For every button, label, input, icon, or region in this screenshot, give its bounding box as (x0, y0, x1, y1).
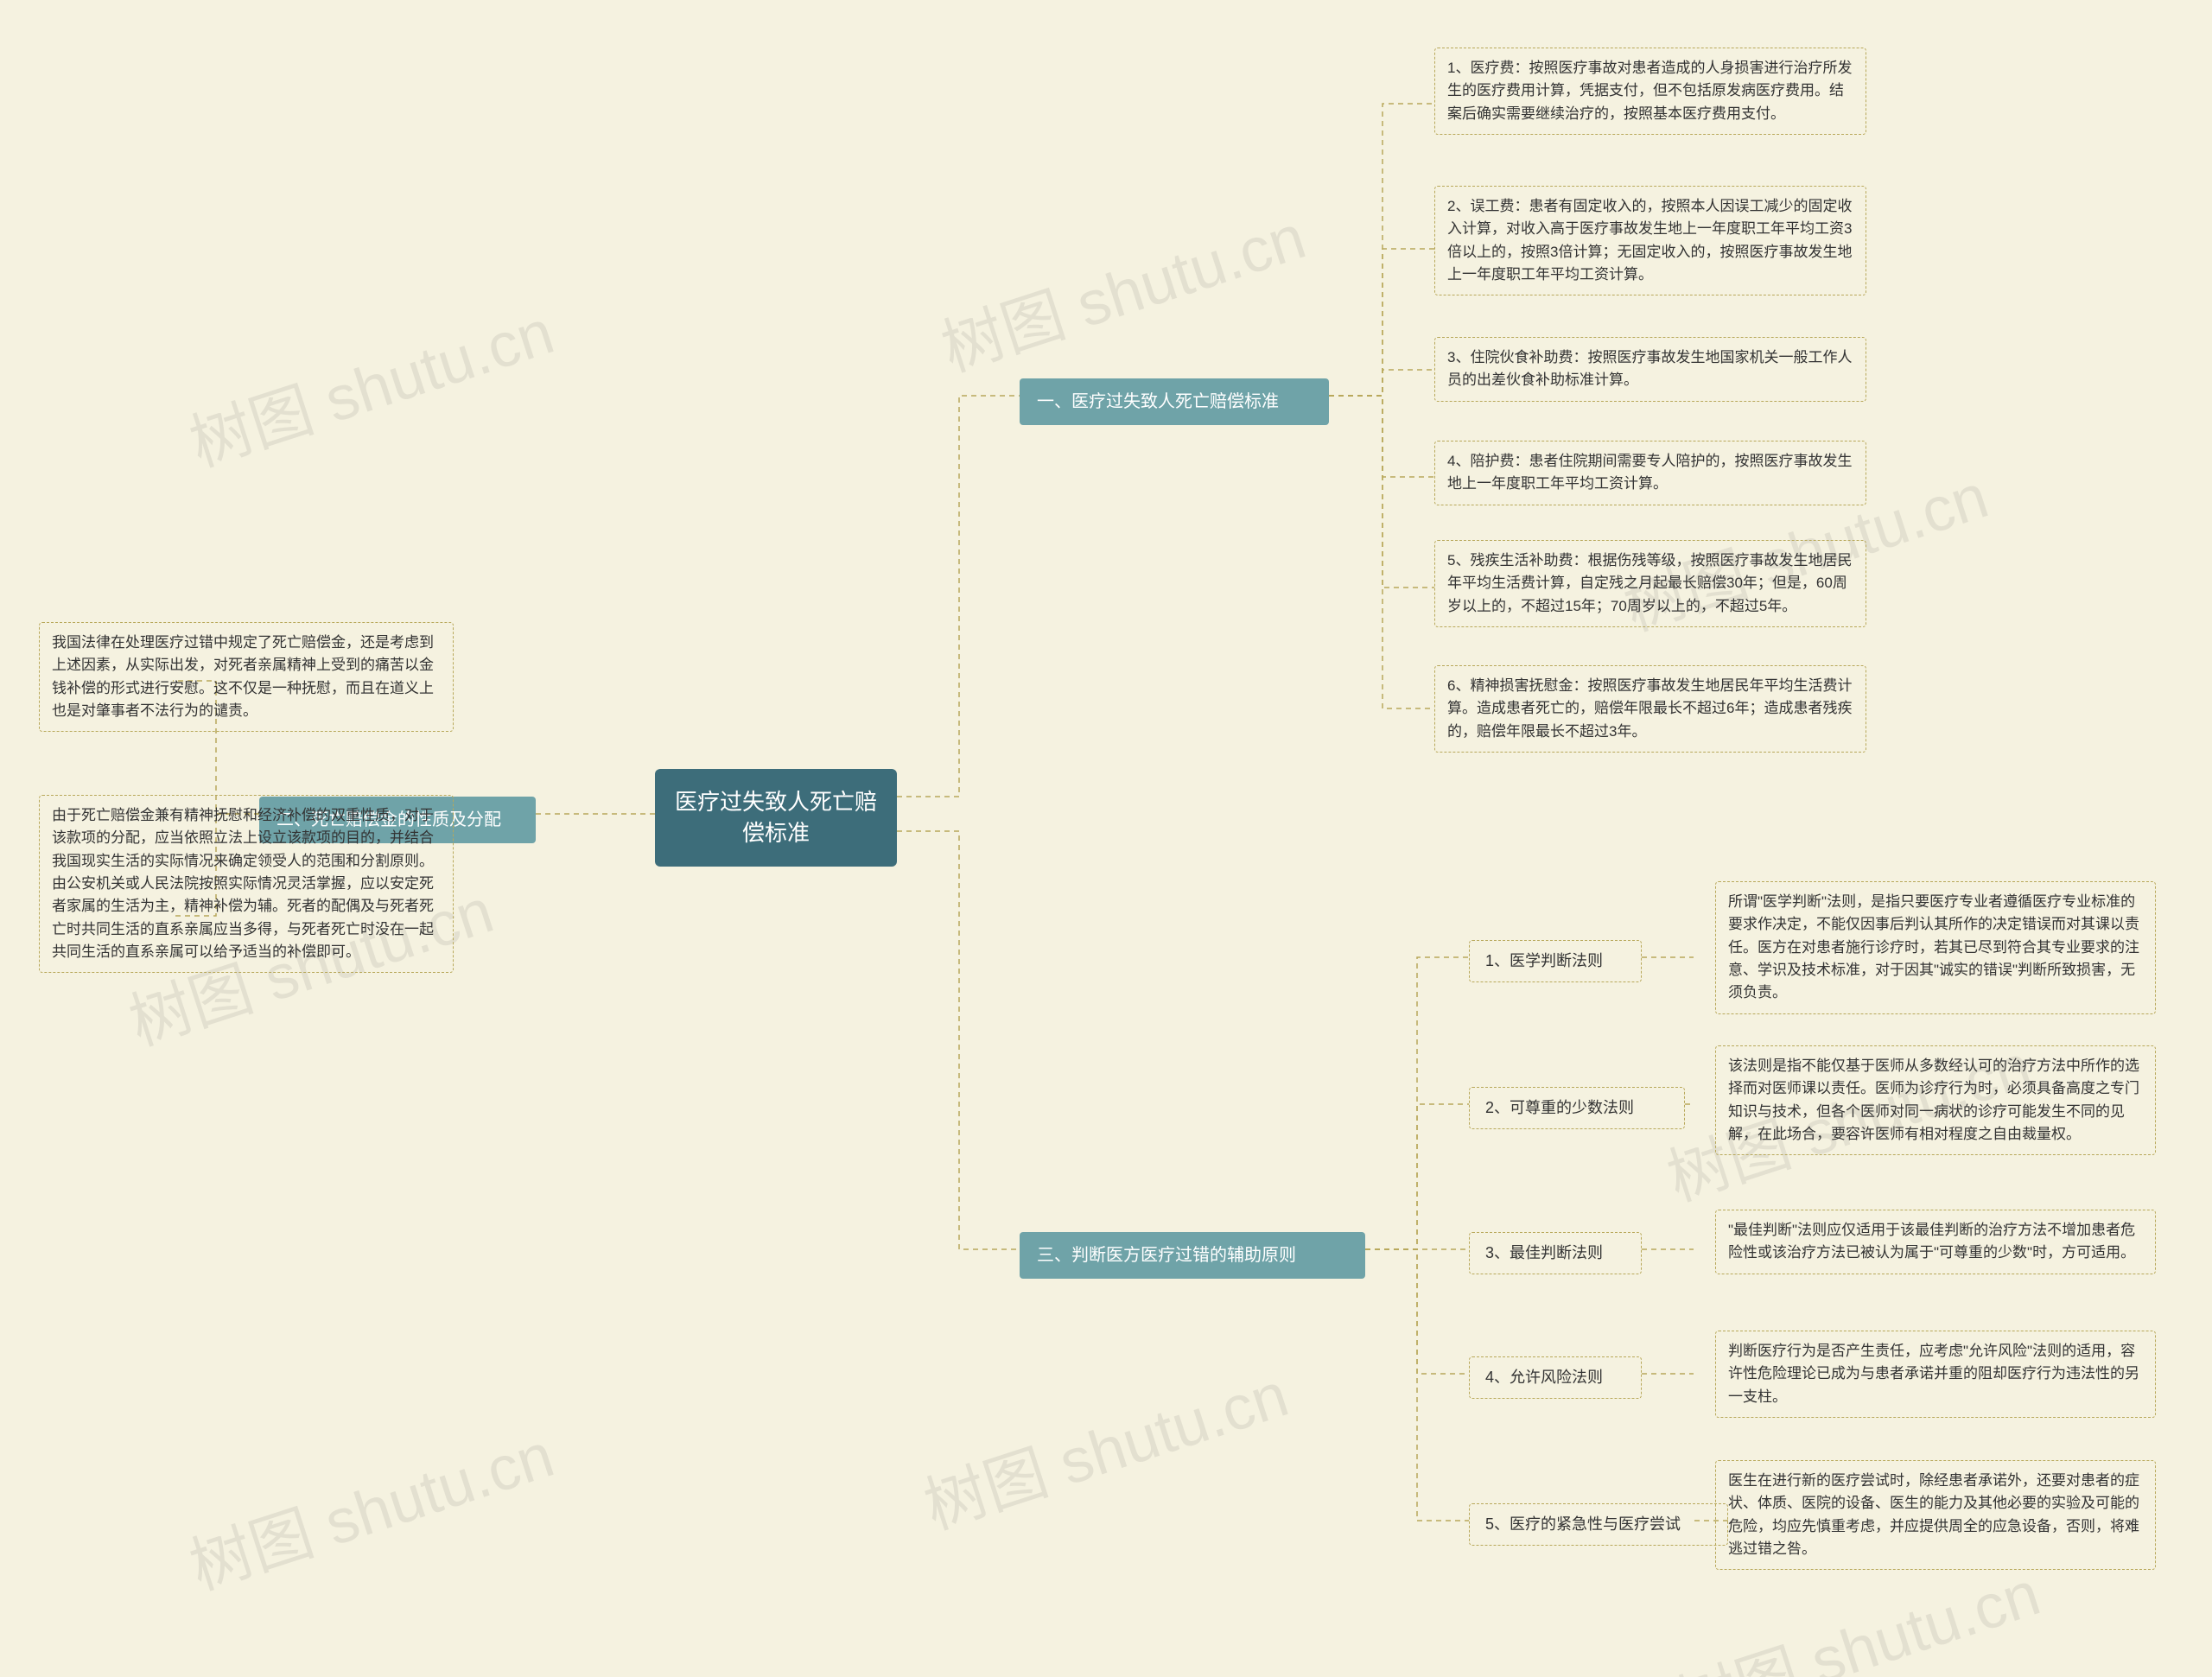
section1-item3[interactable]: 3、住院伙食补助费：按照医疗事故发生地国家机关一般工作人员的出差伙食补助标准计算… (1434, 337, 1866, 402)
section3-sub4-label[interactable]: 4、允许风险法则 (1469, 1356, 1642, 1399)
section1-item5[interactable]: 5、残疾生活补助费：根据伤残等级，按照医疗事故发生地居民年平均生活费计算，自定残… (1434, 540, 1866, 627)
mindmap-canvas: 树图 shutu.cn 树图 shutu.cn 树图 shutu.cn 树图 s… (0, 0, 2212, 1677)
watermark: 树图 shutu.cn (928, 186, 1314, 389)
watermark: 树图 shutu.cn (911, 1344, 1297, 1547)
section1-item4[interactable]: 4、陪护费：患者住院期间需要专人陪护的，按照医疗事故发生地上一年度职工年平均工资… (1434, 441, 1866, 505)
center-node[interactable]: 医疗过失致人死亡赔偿标准 (655, 769, 897, 867)
section3-sub3-text[interactable]: "最佳判断"法则应仅适用于该最佳判断的治疗方法不增加患者危险性或该治疗方法已被认… (1715, 1210, 2156, 1274)
section3-sub1-label[interactable]: 1、医学判断法则 (1469, 940, 1642, 982)
section1-item1[interactable]: 1、医疗费：按照医疗事故对患者造成的人身损害进行治疗所发生的医疗费用计算，凭据支… (1434, 48, 1866, 135)
watermark: 树图 shutu.cn (176, 281, 563, 484)
watermark: 树图 shutu.cn (176, 1404, 563, 1607)
section3-node[interactable]: 三、判断医方医疗过错的辅助原则 (1020, 1232, 1365, 1279)
section1-item6[interactable]: 6、精神损害抚慰金：按照医疗事故发生地居民年平均生活费计算。造成患者死亡的，赔偿… (1434, 665, 1866, 753)
section3-sub2-label[interactable]: 2、可尊重的少数法则 (1469, 1087, 1685, 1129)
section2-item1[interactable]: 我国法律在处理医疗过错中规定了死亡赔偿金，还是考虑到上述因素，从实际出发，对死者… (39, 622, 454, 732)
section3-sub3-label[interactable]: 3、最佳判断法则 (1469, 1232, 1642, 1274)
section3-sub4-text[interactable]: 判断医疗行为是否产生责任，应考虑"允许风险"法则的适用，容许性危险理论已成为与患… (1715, 1331, 2156, 1418)
section3-sub5-text[interactable]: 医生在进行新的医疗尝试时，除经患者承诺外，还要对患者的症状、体质、医院的设备、医… (1715, 1460, 2156, 1570)
section3-sub1-text[interactable]: 所谓"医学判断"法则，是指只要医疗专业者遵循医疗专业标准的要求作决定，不能仅因事… (1715, 881, 2156, 1014)
section2-item2[interactable]: 由于死亡赔偿金兼有精神抚慰和经济补偿的双重性质，对于该款项的分配，应当依照立法上… (39, 795, 454, 973)
section3-sub2-text[interactable]: 该法则是指不能仅基于医师从多数经认可的治疗方法中所作的选择而对医师课以责任。医师… (1715, 1045, 2156, 1155)
section3-sub5-label[interactable]: 5、医疗的紧急性与医疗尝试 (1469, 1503, 1728, 1546)
section1-node[interactable]: 一、医疗过失致人死亡赔偿标准 (1020, 378, 1329, 425)
section1-item2[interactable]: 2、误工费：患者有固定收入的，按照本人因误工减少的固定收入计算，对收入高于医疗事… (1434, 186, 1866, 295)
